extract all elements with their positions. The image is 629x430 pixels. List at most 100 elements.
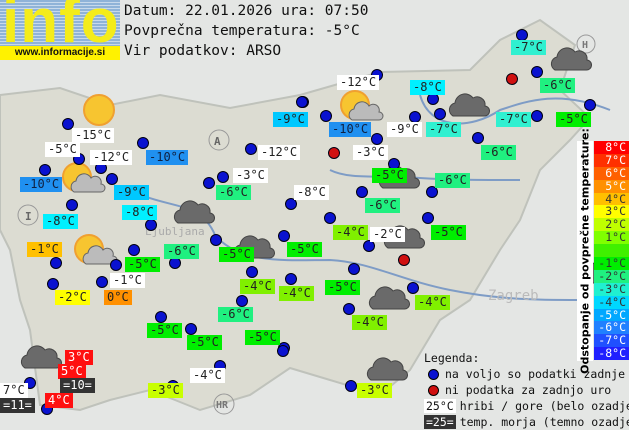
deviation-scale: 8°C 7°C 6°C 5°C 4°C 3°C 2°C 1°C -1°C -2°C -3°C -4°C… bbox=[594, 141, 629, 361]
station-dot[interactable] bbox=[363, 240, 375, 252]
station-temperature: 3°C bbox=[65, 350, 93, 365]
station-dot-no-data[interactable] bbox=[506, 73, 518, 85]
scale-step: 8°C bbox=[594, 141, 629, 154]
station-dot[interactable] bbox=[145, 219, 157, 231]
station-temperature: -7°C bbox=[496, 112, 531, 127]
station-dot[interactable] bbox=[128, 244, 140, 256]
station-temperature: -2°C bbox=[55, 290, 90, 305]
station-dot[interactable] bbox=[62, 118, 74, 130]
station-dot[interactable] bbox=[39, 164, 51, 176]
station-dot[interactable] bbox=[324, 212, 336, 224]
station-temperature: -5°C bbox=[556, 112, 591, 127]
station-dot[interactable] bbox=[584, 99, 596, 111]
station-dot[interactable] bbox=[422, 212, 434, 224]
station-dot[interactable] bbox=[371, 133, 383, 145]
station-temperature: -4°C bbox=[190, 368, 225, 383]
station-dot[interactable] bbox=[245, 143, 257, 155]
station-dot[interactable] bbox=[96, 276, 108, 288]
hungary-marker bbox=[576, 34, 596, 54]
zagreb-label: Zagreb bbox=[488, 288, 539, 304]
italy-marker bbox=[17, 204, 39, 226]
station-temperature: -6°C bbox=[435, 173, 470, 188]
station-dot[interactable] bbox=[210, 234, 222, 246]
croatia-label: HR bbox=[216, 400, 229, 411]
station-dot[interactable] bbox=[472, 132, 484, 144]
station-temperature: -10°C bbox=[20, 177, 63, 192]
legend-white-text: hribi / gore (belo ozadje) bbox=[459, 399, 629, 413]
station-temperature: -12°C bbox=[90, 150, 133, 165]
station-dot[interactable] bbox=[356, 186, 368, 198]
partly-cloudy-icon bbox=[72, 232, 118, 270]
station-temperature: -5°C bbox=[125, 257, 160, 272]
station-dot[interactable] bbox=[47, 278, 59, 290]
station-dot[interactable] bbox=[137, 137, 149, 149]
station-temperature: -8°C bbox=[410, 80, 445, 95]
station-dot[interactable] bbox=[531, 110, 543, 122]
station-dot[interactable] bbox=[531, 66, 543, 78]
scale-step: -6°C bbox=[594, 321, 629, 335]
station-temperature: -12°C bbox=[258, 145, 301, 160]
station-temperature: -6°C bbox=[365, 198, 400, 213]
station-temperature: =10= bbox=[60, 378, 95, 393]
station-temperature: -9°C bbox=[273, 112, 308, 127]
station-temperature: -9°C bbox=[114, 185, 149, 200]
legend-white-sample: 25°C bbox=[424, 399, 456, 413]
station-dot[interactable] bbox=[407, 282, 419, 294]
station-dot[interactable] bbox=[246, 266, 258, 278]
legend-red-text: ni podatka za zadnjo uro bbox=[445, 383, 612, 397]
station-dot[interactable] bbox=[343, 303, 355, 315]
logo[interactable]: info www.informacije.si bbox=[0, 0, 120, 60]
scale-step: -4°C bbox=[594, 295, 629, 309]
station-temperature: 4°C bbox=[45, 393, 73, 408]
station-dot[interactable] bbox=[296, 96, 308, 108]
station-dot[interactable] bbox=[348, 263, 360, 275]
station-temperature: -3°C bbox=[353, 145, 388, 160]
station-dot[interactable] bbox=[66, 199, 78, 211]
logo-url[interactable]: www.informacije.si bbox=[0, 46, 120, 60]
station-temperature: -5°C bbox=[187, 335, 222, 350]
data-source: Vir podatkov: ARSO bbox=[124, 43, 282, 59]
red-dot-icon bbox=[428, 384, 439, 396]
station-dot[interactable] bbox=[110, 259, 122, 271]
station-temperature: -8°C bbox=[43, 214, 78, 229]
station-dot[interactable] bbox=[426, 186, 438, 198]
station-temperature: -5°C bbox=[45, 142, 80, 157]
station-dot[interactable] bbox=[106, 173, 118, 185]
station-dot[interactable] bbox=[236, 295, 248, 307]
station-temperature: -12°C bbox=[337, 75, 380, 90]
austria-label: A bbox=[214, 135, 221, 148]
scale-step: -5°C bbox=[594, 308, 629, 322]
station-temperature: -2°C bbox=[370, 227, 405, 242]
station-temperature: -6°C bbox=[216, 185, 251, 200]
station-dot[interactable] bbox=[285, 198, 297, 210]
legend: Legenda: na voljo so podatki zadnje ure … bbox=[424, 350, 629, 430]
cloud-icon bbox=[17, 340, 63, 374]
station-dot[interactable] bbox=[217, 171, 229, 183]
station-dot[interactable] bbox=[185, 323, 197, 335]
station-temperature: -5°C bbox=[245, 330, 280, 345]
station-dot[interactable] bbox=[434, 108, 446, 120]
river bbox=[329, 169, 521, 181]
scale-step: -8°C bbox=[594, 347, 629, 361]
station-temperature: -4°C bbox=[240, 279, 275, 294]
station-temperature: -10°C bbox=[329, 122, 372, 137]
station-temperature: -4°C bbox=[352, 315, 387, 330]
station-dot[interactable] bbox=[155, 311, 167, 323]
station-dot[interactable] bbox=[277, 345, 289, 357]
cloud-icon bbox=[365, 281, 411, 315]
italy-label: I bbox=[25, 210, 32, 223]
station-dot[interactable] bbox=[345, 380, 357, 392]
cloud-icon bbox=[363, 352, 409, 386]
legend-blue-text: na voljo so podatki zadnje ure bbox=[445, 367, 629, 381]
scale-step: 4°C bbox=[594, 192, 629, 206]
station-dot-no-data[interactable] bbox=[398, 254, 410, 266]
station-dot[interactable] bbox=[320, 110, 332, 122]
scale-step: -2°C bbox=[594, 269, 629, 283]
station-dot[interactable] bbox=[285, 273, 297, 285]
scale-step: -1°C bbox=[594, 257, 629, 270]
station-dot[interactable] bbox=[50, 257, 62, 269]
cloud-icon bbox=[547, 42, 593, 76]
station-dot[interactable] bbox=[278, 230, 290, 242]
station-dot-no-data[interactable] bbox=[328, 147, 340, 159]
station-dot[interactable] bbox=[203, 177, 215, 189]
